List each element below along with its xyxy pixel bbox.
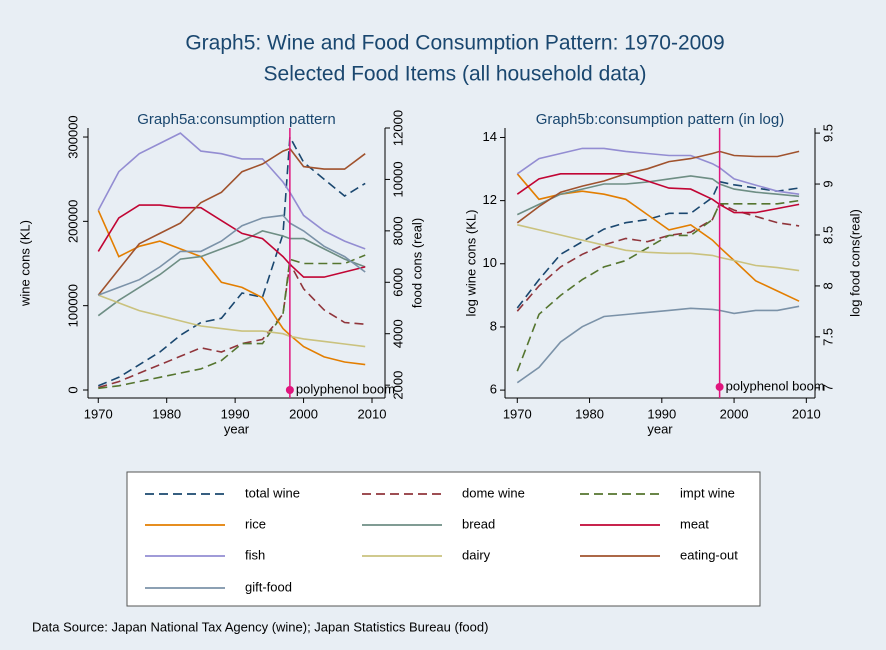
series-line bbox=[516, 150, 800, 224]
series-line bbox=[98, 214, 366, 296]
legend-box bbox=[126, 471, 761, 607]
x-tick-label: 1970 bbox=[503, 406, 532, 421]
y2-tick-label: 12000 bbox=[390, 110, 405, 146]
x-tick-label: 1990 bbox=[647, 406, 676, 421]
series-line bbox=[97, 204, 366, 278]
annotation-point bbox=[715, 382, 724, 391]
legend-label: eating-out bbox=[680, 547, 738, 562]
y2-axis-label: log food cons(real) bbox=[847, 209, 862, 317]
y-tick-label: 300000 bbox=[65, 115, 80, 158]
y2-tick-label: 9.5 bbox=[820, 124, 835, 142]
source: Data Source: Japan National Tax Agency (… bbox=[32, 619, 488, 634]
y-tick-label: 100000 bbox=[65, 284, 80, 327]
y-tick-label: 12 bbox=[483, 192, 497, 207]
y-tick-label: 14 bbox=[483, 129, 497, 144]
x-tick-label: 2010 bbox=[358, 406, 387, 421]
series-line bbox=[516, 147, 800, 195]
x-tick-label: 2010 bbox=[792, 406, 821, 421]
legend-label: rice bbox=[245, 516, 266, 531]
series-line bbox=[517, 224, 800, 272]
x-tick-label: 1970 bbox=[84, 406, 113, 421]
legend-label: total wine bbox=[245, 485, 300, 500]
x-tick-label: 2000 bbox=[289, 406, 318, 421]
series-line bbox=[97, 147, 366, 296]
legend-label: dome wine bbox=[462, 485, 525, 500]
annotation-label: polyphenol boom bbox=[296, 381, 395, 396]
series-line bbox=[97, 209, 366, 366]
x-tick-label: 1980 bbox=[575, 406, 604, 421]
series-line bbox=[98, 260, 366, 389]
series-line bbox=[516, 173, 800, 214]
y-axis-label: log wine cons (KL) bbox=[463, 210, 478, 317]
annotation-point bbox=[285, 385, 294, 394]
series-line bbox=[516, 199, 800, 372]
y2-axis-label: food cons (real) bbox=[409, 218, 424, 308]
chart-title: Graph5a:consumption pattern bbox=[137, 111, 335, 128]
y2-tick-label: 8 bbox=[820, 282, 835, 289]
y2-tick-label: 7.5 bbox=[820, 328, 835, 346]
series-line bbox=[98, 254, 366, 390]
y2-tick-label: 10000 bbox=[390, 161, 405, 197]
series-line bbox=[516, 180, 800, 309]
x-tick-label: 1980 bbox=[152, 406, 181, 421]
x-tick-label: 1990 bbox=[221, 406, 250, 421]
series-line bbox=[97, 132, 366, 250]
legend-label: fish bbox=[245, 547, 265, 562]
subtitle: Selected Food Items (all household data) bbox=[264, 63, 647, 86]
legend-label: gift-food bbox=[245, 579, 292, 594]
y-tick-label: 8 bbox=[490, 318, 497, 333]
legend-label: impt wine bbox=[680, 485, 735, 500]
legend-label: meat bbox=[680, 516, 709, 531]
series-line bbox=[516, 175, 800, 216]
chart-title: Graph5b:consumption pattern (in log) bbox=[536, 111, 784, 128]
x-axis-label: year bbox=[647, 421, 673, 436]
y2-tick-label: 6000 bbox=[390, 268, 405, 297]
annotation-label: polyphenol boom bbox=[726, 378, 825, 393]
y-tick-label: 10 bbox=[483, 255, 497, 270]
legend-label: bread bbox=[462, 516, 495, 531]
y2-tick-label: 9 bbox=[820, 180, 835, 187]
y-axis-label: wine cons (KL) bbox=[17, 220, 32, 307]
y-tick-label: 0 bbox=[65, 386, 80, 393]
x-tick-label: 2000 bbox=[720, 406, 749, 421]
y2-tick-label: 2000 bbox=[390, 371, 405, 400]
series-line bbox=[98, 294, 366, 348]
y2-tick-label: 7 bbox=[820, 384, 835, 391]
x-axis-label: year bbox=[224, 421, 250, 436]
title: Graph5: Wine and Food Consumption Patter… bbox=[185, 32, 724, 55]
series-line bbox=[516, 305, 800, 384]
series-line bbox=[516, 202, 800, 312]
y-tick-label: 6 bbox=[490, 382, 497, 397]
legend-label: dairy bbox=[462, 547, 491, 562]
series-line bbox=[97, 230, 366, 317]
y2-tick-label: 4000 bbox=[390, 319, 405, 348]
series-line bbox=[97, 134, 366, 387]
y2-tick-label: 8.5 bbox=[820, 226, 835, 244]
y-tick-label: 200000 bbox=[65, 200, 80, 243]
y2-tick-label: 8000 bbox=[390, 216, 405, 245]
